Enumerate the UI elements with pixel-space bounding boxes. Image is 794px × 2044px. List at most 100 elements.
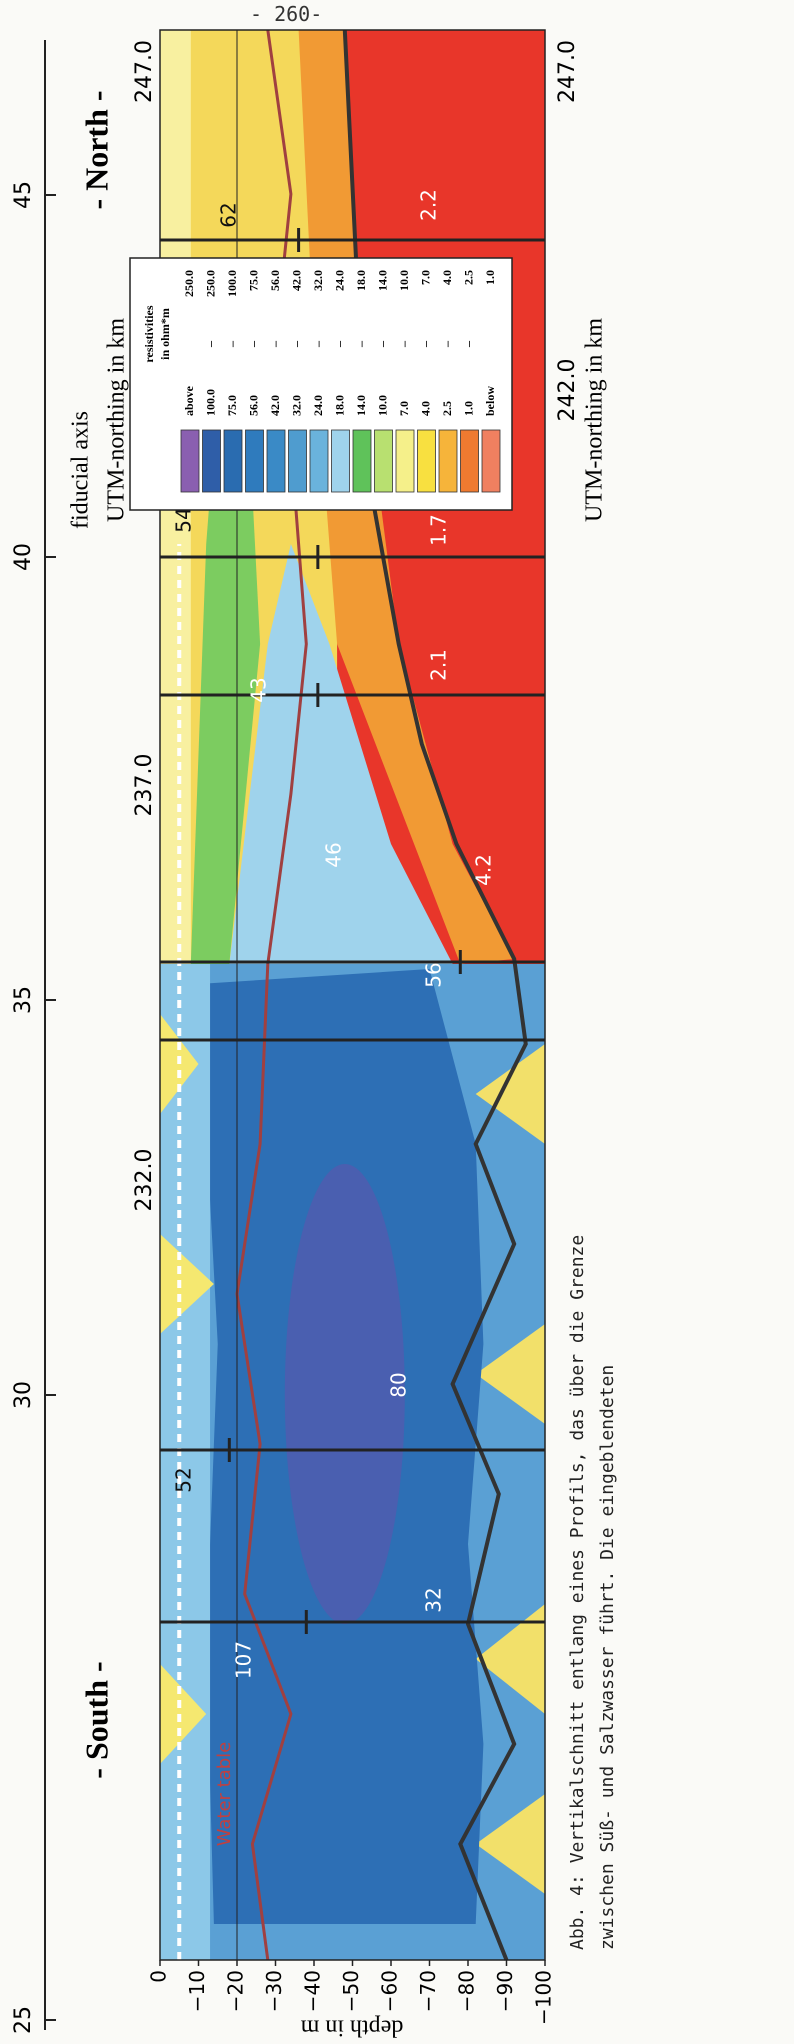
legend-swatch [331, 429, 350, 493]
deep-patch [475, 1794, 545, 1894]
annotation: 32 [422, 1587, 446, 1612]
utm-bottom-label: 247.0 [555, 40, 580, 103]
legend-to: 250.0 [203, 270, 217, 297]
legend-from: 1.0 [461, 401, 475, 416]
deep-patch [475, 1324, 545, 1424]
depth-tick-label: −80 [455, 1970, 479, 2012]
legend-swatch [245, 429, 264, 493]
legend-sep: – [332, 340, 346, 348]
legend-title: resistivities [142, 305, 156, 362]
fiducial-tick-label: 30 [11, 1381, 36, 1409]
annotation: 1.7 [427, 514, 451, 546]
legend-sep: – [246, 340, 260, 348]
utm-top-label: 237.0 [132, 754, 157, 817]
legend-to: 7.0 [418, 270, 432, 285]
legend-from: 4.0 [418, 401, 432, 416]
legend-from: 2.5 [440, 401, 454, 416]
legend-from: 18.0 [332, 395, 346, 416]
depth-tick-label: −20 [224, 1970, 248, 2012]
legend-from: below [483, 386, 497, 416]
annotation: Water table [214, 1742, 235, 1847]
legend-from: 32.0 [289, 395, 303, 416]
legend-to: 250.0 [182, 270, 196, 297]
legend-sep: – [289, 340, 303, 348]
legend-sep: – [440, 340, 454, 348]
legend-swatch [223, 429, 243, 493]
deep-patch [475, 1604, 545, 1714]
caption-line: zwischen Süß- und Salzwasser führt. Die … [597, 1365, 618, 1950]
legend-sep: – [268, 340, 282, 348]
legend-from: 24.0 [311, 395, 325, 416]
legend-to: 32.0 [311, 270, 325, 291]
legend-to: 56.0 [268, 270, 282, 291]
annotation: 62 [217, 202, 241, 227]
legend-swatch [395, 429, 415, 493]
page-number: - 260- [250, 2, 323, 26]
depth-tick-label: −40 [301, 1970, 325, 2012]
annotation: 4.2 [472, 854, 496, 886]
depth-tick-label: −100 [532, 1970, 556, 2025]
boundary [342, 29, 528, 1961]
legend-sep: – [311, 340, 325, 348]
legend-to: 24.0 [332, 270, 346, 291]
annotation: 52 [172, 1467, 196, 1492]
legend-swatch [481, 429, 501, 493]
legend-from: 10.0 [375, 395, 389, 416]
legend-swatch [374, 429, 393, 493]
legend-swatch [352, 429, 372, 493]
legend-to: 100.0 [225, 270, 239, 297]
legend-swatch [417, 429, 436, 493]
utm-top-label: 232.0 [132, 1149, 157, 1212]
legend-from: above [182, 385, 196, 416]
legend-from: 100.0 [203, 389, 217, 416]
north-label: - North - [78, 90, 114, 209]
legend-sep: – [418, 340, 432, 348]
core-purple [284, 1164, 405, 1624]
legend-sep: – [354, 340, 368, 348]
fiducial-tick-label: 35 [11, 986, 36, 1014]
legend-to: 18.0 [354, 270, 368, 291]
annotation: 43 [247, 677, 271, 702]
legend-to: 14.0 [375, 270, 389, 291]
depth-tick-label: −90 [493, 1970, 517, 2012]
deep-patch [475, 1044, 545, 1144]
depth-tick-label: −50 [339, 1970, 363, 2012]
legend-swatch [309, 429, 329, 493]
fiducial-tick-label: 25 [11, 2006, 36, 2034]
legend-swatch [202, 429, 221, 493]
depth-tick-label: 0 [147, 1970, 171, 1983]
annotation: 54 [172, 507, 196, 532]
legend-swatch [460, 429, 479, 493]
legend-to: 2.5 [461, 270, 475, 285]
caption-line: Abb. 4: Vertikalschnitt entlang eines Pr… [567, 1235, 588, 1950]
fiducial-tick-label: 45 [11, 181, 36, 209]
legend-to: 1.0 [483, 270, 497, 285]
legend-to: 4.0 [440, 270, 454, 285]
annotation: 2.1 [427, 649, 451, 681]
fiducial-tick-label: 40 [11, 543, 36, 571]
south-top [160, 964, 211, 1960]
depth-tick-label: −60 [378, 1970, 402, 2012]
annotation: 107 [232, 1641, 256, 1679]
utm-top-label: 247.0 [132, 40, 157, 103]
south-label: - South - [78, 1661, 114, 1778]
legend-swatch [288, 429, 307, 493]
north-lightblue [229, 544, 453, 964]
legend-sep: – [375, 340, 389, 348]
legend-from: 56.0 [246, 395, 260, 416]
legend-sep: – [225, 340, 239, 348]
legend-to: 10.0 [397, 270, 411, 291]
legend-sep: – [397, 340, 411, 348]
depth-axis-title: depth in m [300, 2014, 403, 2040]
top-patch [160, 1664, 207, 1764]
legend-from: 42.0 [268, 395, 282, 416]
annotation: 80 [387, 1372, 411, 1397]
fiducial-axis-title: fiducial axis [68, 411, 94, 529]
legend-from: 14.0 [354, 395, 368, 416]
annotation: 56 [422, 962, 446, 987]
legend-sep: – [461, 340, 475, 348]
legend-from: 7.0 [397, 401, 411, 416]
